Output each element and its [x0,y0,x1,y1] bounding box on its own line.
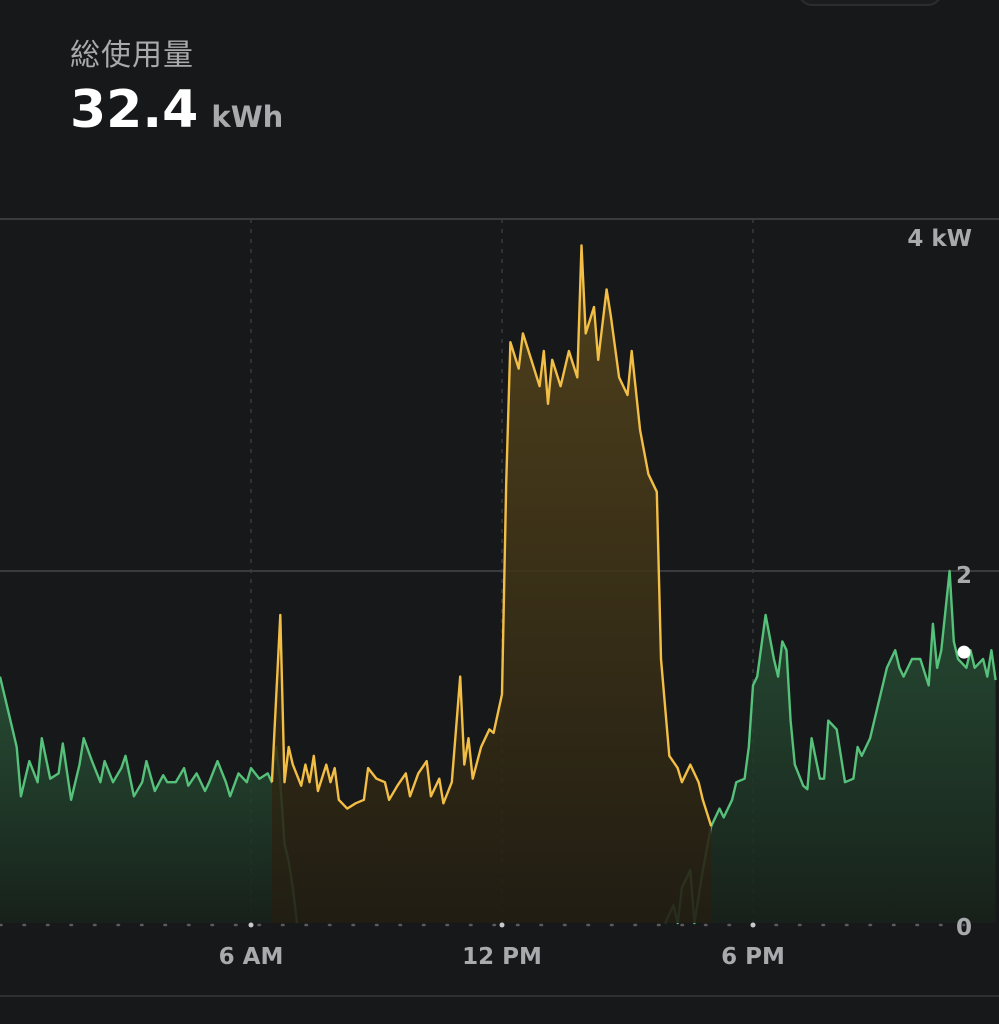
current-value-marker [957,645,971,659]
chart-axes: 6 AM 12 PM 6 PM 4 kW 2 0 [219,226,972,970]
x-tick-dot-1 [499,922,505,928]
series-green-0-line [0,676,299,924]
chart-areas [0,244,997,925]
total-usage-value: 32.4 [70,80,199,140]
x-tick-label-1: 12 PM [462,944,542,970]
x-tick-label-0: 6 AM [219,944,284,970]
usage-header: 総使用量 32.4 kWh [70,30,283,140]
series-green-1-area [665,571,996,923]
x-tick-label-2: 6 PM [721,944,785,970]
x-tick-dot-2 [750,922,756,928]
y-tick-label-2: 0 [956,915,972,941]
y-tick-label-0: 4 kW [907,226,972,252]
x-tick-dot-0 [248,922,254,928]
series-green-0-area [0,676,297,923]
series-amber-2-line [270,244,713,827]
y-tick-label-1: 2 [956,563,972,589]
chart-grid [0,218,999,997]
series-amber-2-area [271,245,712,923]
total-usage: 32.4 kWh [70,80,283,140]
total-usage-label: 総使用量 [70,38,194,73]
series-green-1-line [664,569,997,925]
total-usage-unit: kWh [211,100,284,134]
